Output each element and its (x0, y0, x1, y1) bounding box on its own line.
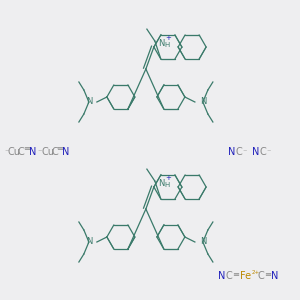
Text: 2+: 2+ (252, 269, 260, 275)
Text: +: + (165, 175, 171, 181)
Text: ≡: ≡ (23, 145, 30, 154)
Text: ⁻: ⁻ (37, 148, 41, 157)
Text: +: + (165, 35, 171, 41)
Text: N: N (158, 178, 164, 188)
Text: ⁻: ⁻ (266, 148, 270, 157)
Text: H: H (164, 42, 169, 48)
Text: ≡: ≡ (56, 145, 63, 154)
Text: H: H (164, 182, 169, 188)
Text: ≡: ≡ (264, 269, 271, 278)
Text: Cu: Cu (8, 147, 21, 157)
Text: ≡: ≡ (232, 269, 239, 278)
Text: N: N (252, 147, 260, 157)
Text: N: N (228, 147, 236, 157)
Text: Cu: Cu (41, 147, 54, 157)
Text: C: C (235, 147, 242, 157)
Text: C: C (259, 147, 266, 157)
Text: N: N (86, 238, 92, 247)
Text: N: N (200, 238, 206, 247)
Text: C: C (51, 147, 58, 157)
Text: N: N (218, 271, 225, 281)
Text: N: N (200, 98, 206, 106)
Text: N: N (86, 98, 92, 106)
Text: C: C (258, 271, 265, 281)
Text: C: C (18, 147, 25, 157)
Text: N: N (62, 147, 69, 157)
Text: ⁻: ⁻ (242, 148, 246, 157)
Text: Fe: Fe (240, 271, 251, 281)
Text: N: N (158, 39, 164, 48)
Text: C: C (225, 271, 232, 281)
Text: ⁻: ⁻ (4, 148, 8, 157)
Text: N: N (271, 271, 278, 281)
Text: N: N (29, 147, 36, 157)
